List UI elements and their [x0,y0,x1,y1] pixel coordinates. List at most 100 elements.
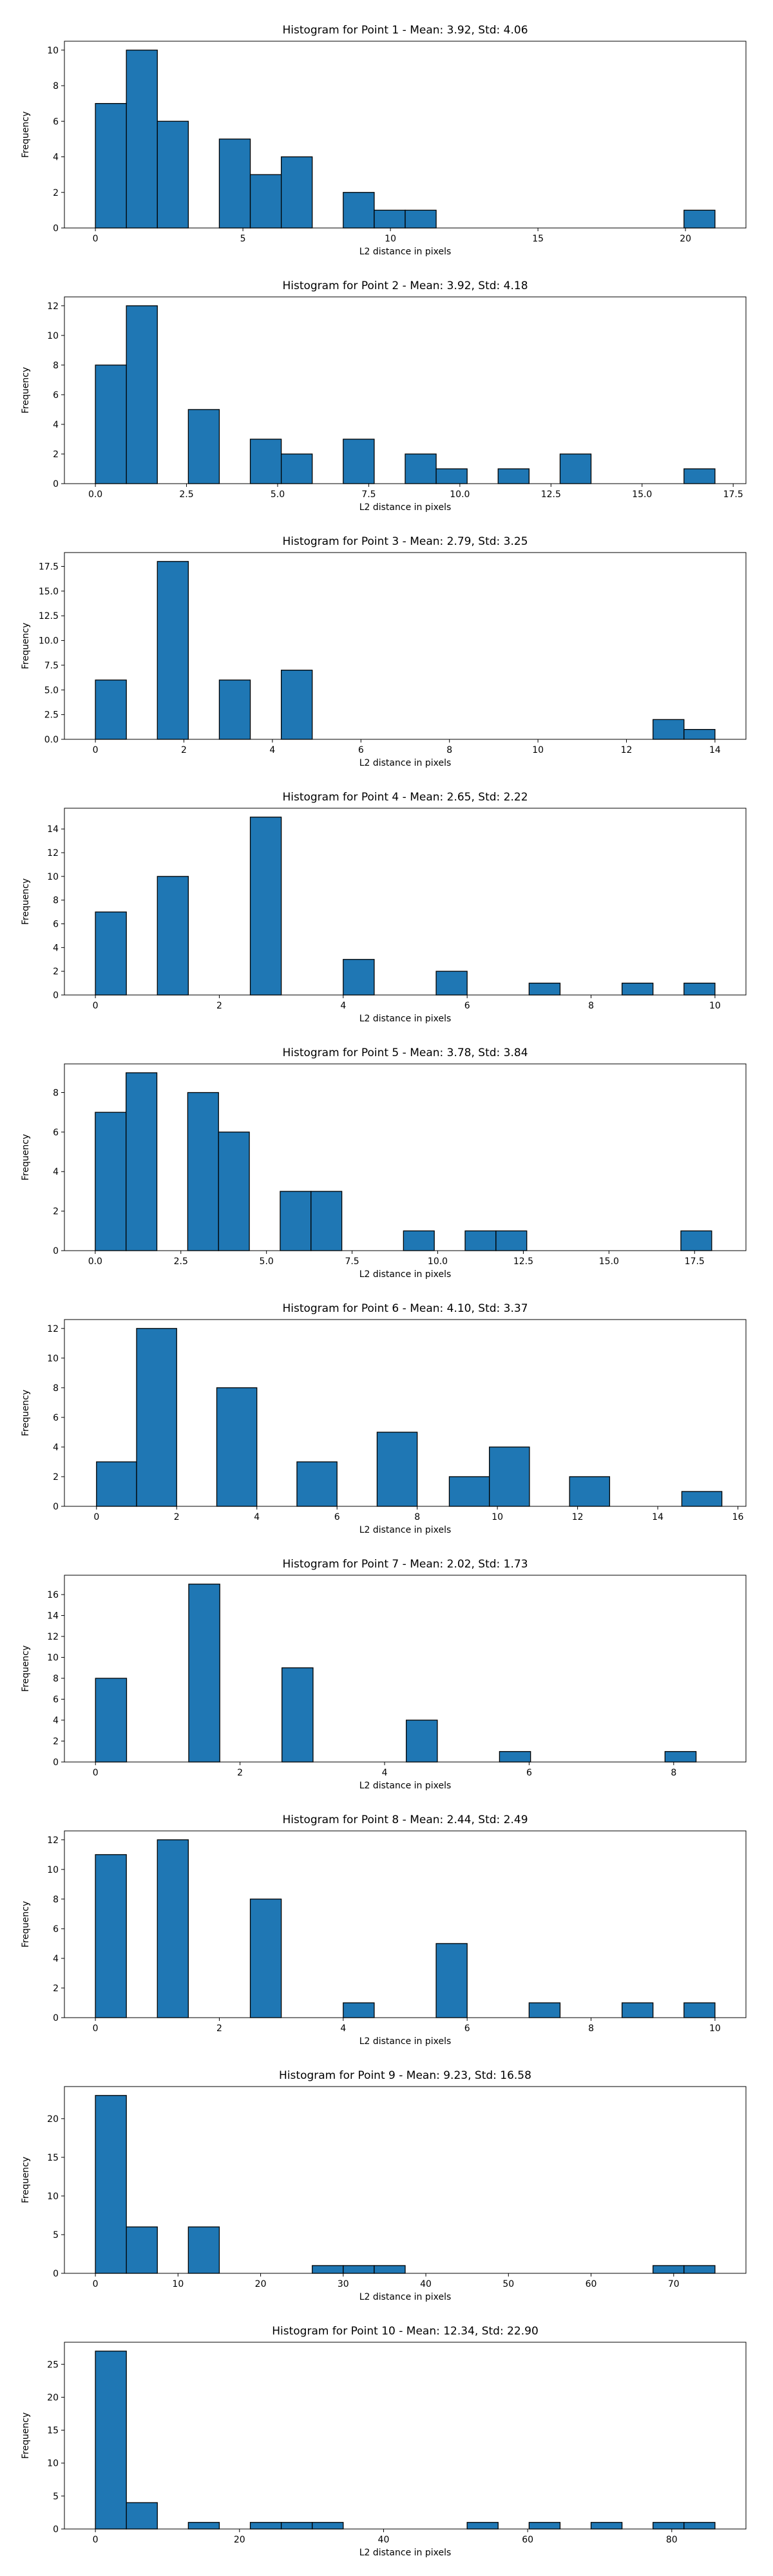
x-axis-label: L2 distance in pixels [359,2548,452,2558]
chart-title: Histogram for Point 3 - Mean: 2.79, Std:… [282,535,528,548]
histogram-bar [249,174,282,229]
axes-frame [64,1830,747,2018]
axes-frame [64,1319,747,1507]
y-tick-label: 8 [53,81,59,91]
histogram-bar [374,209,406,229]
x-axis-label: L2 distance in pixels [359,2292,452,2302]
x-tick-label: 5 [240,234,246,244]
y-tick-label: 0 [53,990,59,1001]
y-tick-label: 0 [53,223,59,234]
x-tick-label: 17.5 [685,1256,705,1267]
histogram-bar [435,1943,468,2018]
y-tick-label: 12.5 [39,611,59,621]
axes-frame [64,296,747,484]
histogram-bar [374,2265,406,2274]
x-tick-label: 0 [93,1768,99,1778]
histogram-bar [187,2226,220,2274]
histogram-bar [489,1446,530,1507]
y-tick-label: 25 [47,2360,59,2370]
histogram-bar [280,1191,312,1251]
x-tick-label: 0 [93,1512,99,1522]
histogram-chart-3: Histogram for Point 3 - Mean: 2.79, Std:… [21,535,747,768]
x-tick-label: 2 [181,745,187,755]
x-tick-label: 8 [414,1512,420,1522]
x-tick-label: 10 [709,1001,721,1011]
histogram-bar [681,1491,723,1507]
y-tick-label: 12 [47,848,59,858]
y-tick-label: 6 [53,1128,59,1138]
x-tick-label: 12 [621,745,633,755]
x-tick-label: 14 [709,745,721,755]
x-tick-label: 4 [340,2023,346,2034]
histogram-bar [157,120,189,229]
y-tick-label: 16 [47,1590,59,1600]
histogram-bar [683,2522,716,2530]
histogram-bar [499,1751,531,1763]
histogram-bar [282,1667,314,1763]
x-tick-label: 70 [668,2279,680,2289]
x-axis-label: L2 distance in pixels [359,1014,452,1024]
x-tick-label: 6 [334,1512,340,1522]
x-tick-label: 7.5 [361,489,376,500]
x-tick-label: 0 [93,2023,99,2034]
histogram-bar [95,103,127,229]
y-axis-label: Frequency [21,1901,31,1947]
x-axis-label: L2 distance in pixels [359,247,452,257]
histogram-bar [683,468,716,484]
histogram-bar [464,1230,497,1251]
x-tick-label: 8 [588,1001,594,1011]
x-tick-label: 40 [420,2279,432,2289]
histogram-bar [218,679,251,740]
histogram-chart-6: Histogram for Point 6 - Mean: 4.10, Std:… [21,1302,747,1535]
histogram-bar [296,1461,338,1507]
y-axis-label: Frequency [21,878,31,925]
y-tick-label: 5 [53,2230,59,2240]
x-tick-label: 60 [586,2279,597,2289]
y-axis-label: Frequency [21,623,31,669]
y-tick-label: 6 [53,117,59,127]
histogram-bar [96,1461,137,1507]
histogram-bar [280,669,313,740]
histogram-bar [343,192,375,229]
x-tick-label: 4 [382,1768,388,1778]
histogram-bar [528,982,561,996]
histogram-bar [343,959,375,996]
x-axis-label: L2 distance in pixels [359,2036,452,2047]
histogram-bar [157,1839,189,2018]
y-axis-label: Frequency [21,2412,31,2459]
histogram-bar [280,2522,313,2530]
histogram-bar [528,2522,561,2530]
x-tick-label: 8 [446,745,452,755]
x-tick-label: 0 [93,745,99,755]
histogram-bar [280,156,313,229]
histogram-chart-8: Histogram for Point 8 - Mean: 2.44, Std:… [21,1814,747,2047]
histogram-bar [405,453,437,484]
x-tick-label: 6 [464,1001,470,1011]
histogram-bar [569,1476,611,1507]
histogram-bar [95,679,127,740]
histogram-bar [95,1112,127,1251]
x-axis-label: L2 distance in pixels [359,502,452,513]
histogram-bar [653,2522,685,2530]
x-tick-label: 8 [671,1768,676,1778]
y-tick-label: 5.0 [44,685,59,696]
axes-frame [64,808,747,996]
chart-title: Histogram for Point 8 - Mean: 2.44, Std:… [282,1814,528,1826]
histogram-bar [683,2265,716,2274]
histogram-chart-10: Histogram for Point 10 - Mean: 12.34, St… [21,2325,747,2558]
x-tick-label: 5.0 [271,489,285,500]
y-tick-label: 8 [53,1088,59,1098]
y-axis-label: Frequency [21,2157,31,2203]
y-tick-label: 8 [53,1383,59,1394]
y-tick-label: 10.0 [39,636,59,647]
y-tick-label: 6 [53,920,59,930]
x-tick-label: 0.0 [88,489,102,500]
y-tick-label: 12 [47,301,59,312]
histogram-bar [683,982,716,996]
y-tick-label: 2 [53,1737,59,1747]
x-tick-label: 16 [732,1512,744,1522]
y-tick-label: 8 [53,896,59,906]
y-tick-label: 10 [47,2192,59,2202]
histogram-bar [95,1854,127,2018]
x-tick-label: 10.0 [450,489,470,500]
